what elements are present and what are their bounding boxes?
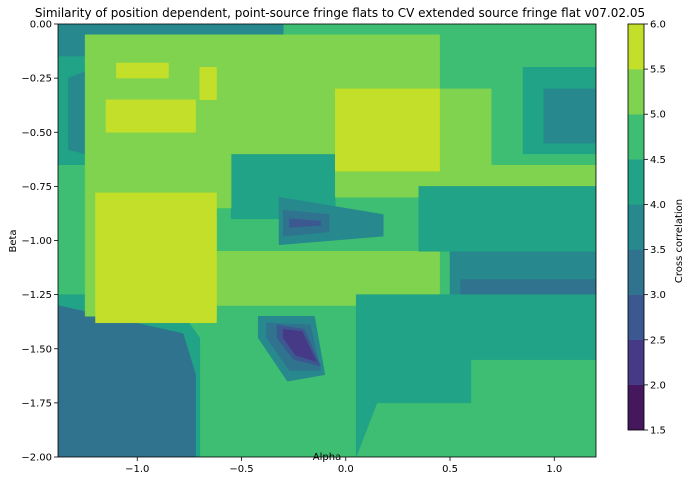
- colorbar-band: [627, 384, 645, 431]
- y-tick-label: −1.50: [21, 344, 52, 355]
- y-tick-label: −2.00: [21, 453, 52, 464]
- contour-region-24: [335, 88, 440, 172]
- colorbar-band: [627, 294, 645, 340]
- colorbar-tick-label: 3.0: [650, 290, 666, 301]
- x-tick-label: 0.5: [442, 464, 458, 475]
- colorbar: 1.5 2.0 2.5 3.0 3.5 4.0 4.5 5.0 5.5 6.0: [627, 20, 666, 437]
- contour-region-28: [543, 402, 596, 436]
- x-axis: −1.0 −0.5 0.0 0.5 1.0: [125, 457, 562, 475]
- colorbar-frame: [627, 23, 645, 431]
- x-tick-label: 1.0: [546, 464, 562, 475]
- contour-region-9: [289, 218, 321, 228]
- y-axis: 0.00 −0.25 −0.50 −0.75 −1.00 −1.25 −1.50 −1.75 −…: [21, 20, 58, 464]
- y-tick-label: −1.00: [21, 236, 52, 247]
- colorbar-band: [627, 114, 645, 160]
- colorbar-label: Cross correlation: [674, 199, 685, 283]
- contour-region-20: [543, 88, 596, 144]
- y-tick-label: −0.50: [21, 128, 52, 139]
- colorbar-band: [627, 339, 645, 386]
- colorbar-band: [627, 23, 645, 70]
- colorbar-band: [627, 159, 645, 205]
- plot-area: [58, 24, 596, 457]
- colorbar-tick-label: 1.5: [650, 426, 666, 437]
- y-axis-label: Beta: [8, 229, 19, 252]
- colorbar-tick-label: 4.5: [650, 155, 666, 166]
- y-tick-label: 0.00: [30, 20, 52, 31]
- y-tick-label: −1.25: [21, 290, 52, 301]
- y-tick-label: −0.25: [21, 74, 52, 85]
- colorbar-tick-label: 5.5: [650, 65, 666, 76]
- colorbar-band: [627, 204, 645, 250]
- colorbar-tick-label: 3.5: [650, 245, 666, 256]
- colorbar-tick-label: 2.0: [650, 380, 666, 391]
- colorbar-band: [627, 249, 645, 295]
- contour-region-21: [116, 62, 169, 79]
- contour-region-15: [68, 71, 86, 155]
- contour-region-27: [418, 186, 596, 252]
- contour-region-26: [355, 294, 596, 457]
- colorbar-tick-label: 2.5: [650, 335, 666, 346]
- contour-region-23: [199, 67, 217, 101]
- x-tick-label: 0.0: [338, 464, 354, 475]
- y-tick-label: −1.75: [21, 398, 52, 409]
- colorbar-tick-label: 6.0: [650, 20, 666, 31]
- contour-region-13: [282, 329, 318, 363]
- colorbar-tick-label: 5.0: [650, 110, 666, 121]
- chart-title: Similarity of position dependent, point-…: [35, 6, 645, 20]
- x-axis-label: Alpha: [313, 452, 341, 463]
- colorbar-tick-label: 4.0: [650, 200, 666, 211]
- contour-region-25: [95, 192, 217, 324]
- y-tick-label: −0.75: [21, 182, 52, 193]
- colorbar-band: [627, 68, 645, 115]
- plot-frame: [57, 23, 597, 458]
- contour-region-22: [105, 99, 196, 133]
- contour-region-3: [58, 305, 196, 457]
- x-tick-label: −0.5: [229, 464, 253, 475]
- x-tick-label: −1.0: [125, 464, 149, 475]
